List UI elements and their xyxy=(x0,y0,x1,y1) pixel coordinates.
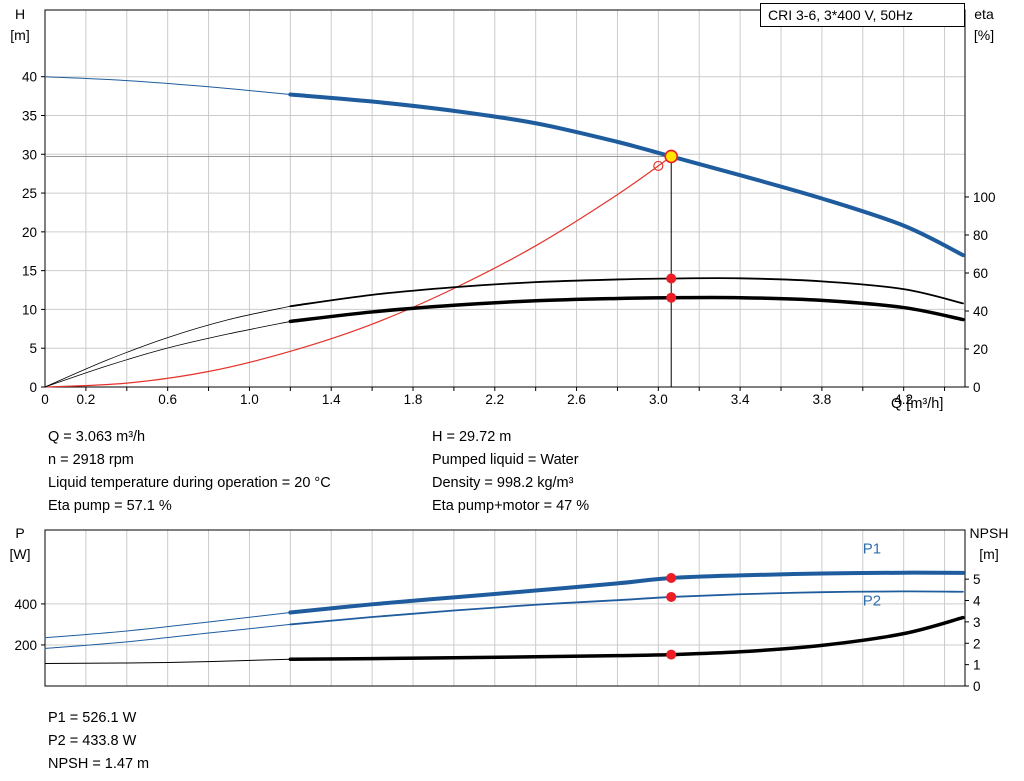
readout-density: Density = 998.2 kg/m³ xyxy=(432,475,574,491)
readout-p1: P1 = 526.1 W xyxy=(48,710,137,726)
eta-pump-curve xyxy=(289,277,964,308)
tick-label: 60 xyxy=(973,266,988,281)
plot-frame xyxy=(44,9,966,388)
tick-label: 400 xyxy=(14,597,37,612)
readout-eta-pump: Eta pump = 57.1 % xyxy=(48,498,172,514)
tick-label: 0 xyxy=(973,679,981,694)
tick-label: 3 xyxy=(973,615,981,630)
tick-label: 2.2 xyxy=(485,392,504,407)
q-axis-title: Q [m³/h] xyxy=(891,396,944,412)
tick-label: 3.8 xyxy=(812,392,831,407)
p1-point xyxy=(666,573,677,584)
tick-label: 20 xyxy=(973,342,988,357)
npsh-axis-title-symbol: NPSH xyxy=(969,525,1009,541)
h-axis-title-unit: [m] xyxy=(10,27,30,43)
eta-axis-title-symbol: eta xyxy=(974,6,994,22)
tick-label: 3.4 xyxy=(731,392,750,407)
tick-label: 0.6 xyxy=(158,392,177,407)
head-curve xyxy=(288,92,965,258)
p-axis-title: P [W] xyxy=(2,523,38,565)
readout-h: H = 29.72 m xyxy=(432,429,512,445)
tick-label: 0 xyxy=(973,380,981,395)
readout-q: Q = 3.063 m³/h xyxy=(48,429,146,445)
tick-label: 1.4 xyxy=(322,392,341,407)
tick-label: 15 xyxy=(22,264,37,279)
eta-pump-point xyxy=(666,273,677,284)
pump-title-box: CRI 3-6, 3*400 V, 50Hz xyxy=(760,3,965,27)
eta-pump-motor-curve xyxy=(288,295,965,324)
npsh-curve xyxy=(288,615,965,662)
p1-curve-label: P1 xyxy=(863,541,881,558)
readout-speed: n = 2918 rpm xyxy=(48,452,134,468)
tick-label: 4 xyxy=(973,594,981,609)
tick-label: 1.8 xyxy=(404,392,423,407)
tick-label: 0 xyxy=(41,392,49,407)
tick-label: 1 xyxy=(973,658,981,673)
tick-label: 5 xyxy=(973,572,981,587)
tick-label: 80 xyxy=(973,228,988,243)
tick-label: 100 xyxy=(973,190,996,205)
readout-p2: P2 = 433.8 W xyxy=(48,733,137,749)
npsh-axis-title: NPSH [m] xyxy=(960,523,1018,565)
tick-label: 200 xyxy=(14,638,37,653)
eta-axis-title: eta [%] xyxy=(962,4,1006,46)
tick-label: 0.2 xyxy=(76,392,95,407)
readout-liquid-temperature: Liquid temperature during operation = 20… xyxy=(48,475,331,491)
tick-label: 2.6 xyxy=(567,392,586,407)
tick-label: 1.0 xyxy=(240,392,259,407)
head-curve-leadin xyxy=(44,76,291,96)
readout-pumped-liquid: Pumped liquid = Water xyxy=(432,452,579,468)
npsh-axis-title-unit: [m] xyxy=(979,546,999,562)
npsh-curve-leadin xyxy=(44,658,291,665)
tick-label: 25 xyxy=(22,186,37,201)
npsh-point xyxy=(666,649,677,660)
system-curve-point xyxy=(653,160,664,172)
p2-curve xyxy=(289,590,964,626)
tick-label: 10 xyxy=(22,302,37,317)
h-axis-title-symbol: H xyxy=(14,6,26,22)
duty-readout-left: Q = 3.063 m³/h n = 2918 rpm Liquid tempe… xyxy=(48,426,331,518)
readout-eta-pump-motor: Eta pump+motor = 47 % xyxy=(432,498,590,514)
p2-point xyxy=(666,591,677,602)
tick-label: 30 xyxy=(22,147,37,162)
readout-npsh: NPSH = 1.47 m xyxy=(48,756,150,772)
eta-axis-title-unit: [%] xyxy=(973,27,995,43)
eta-pump-motor-leadin xyxy=(44,321,291,388)
duty-point[interactable] xyxy=(664,149,679,164)
h-axis-title: H [m] xyxy=(2,4,38,46)
tick-label: 20 xyxy=(22,225,37,240)
tick-label: 5 xyxy=(29,341,37,356)
p1-curve xyxy=(288,570,965,615)
tick-label: 40 xyxy=(973,304,988,319)
power-readout: P1 = 526.1 W P2 = 433.8 W NPSH = 1.47 m xyxy=(48,707,149,776)
p2-curve-leadin xyxy=(44,623,291,649)
p2-curve-label: P2 xyxy=(863,593,881,610)
p-axis-title-unit: [W] xyxy=(9,546,31,562)
p1-curve-leadin xyxy=(44,612,291,639)
tick-label: 2 xyxy=(973,636,981,651)
system-curve xyxy=(44,155,672,388)
tick-label: 3.0 xyxy=(649,392,668,407)
plot-frame xyxy=(44,529,966,687)
tick-label: 4.2 xyxy=(894,392,913,407)
eta-pump-leadin xyxy=(44,305,291,388)
tick-label: 0 xyxy=(29,380,37,395)
tick-label: 40 xyxy=(22,70,37,85)
duty-readout-right: H = 29.72 m Pumped liquid = Water Densit… xyxy=(432,426,589,518)
eta-pump-motor-point xyxy=(666,292,677,303)
tick-label: 35 xyxy=(22,108,37,123)
p-axis-title-symbol: P xyxy=(15,525,25,541)
